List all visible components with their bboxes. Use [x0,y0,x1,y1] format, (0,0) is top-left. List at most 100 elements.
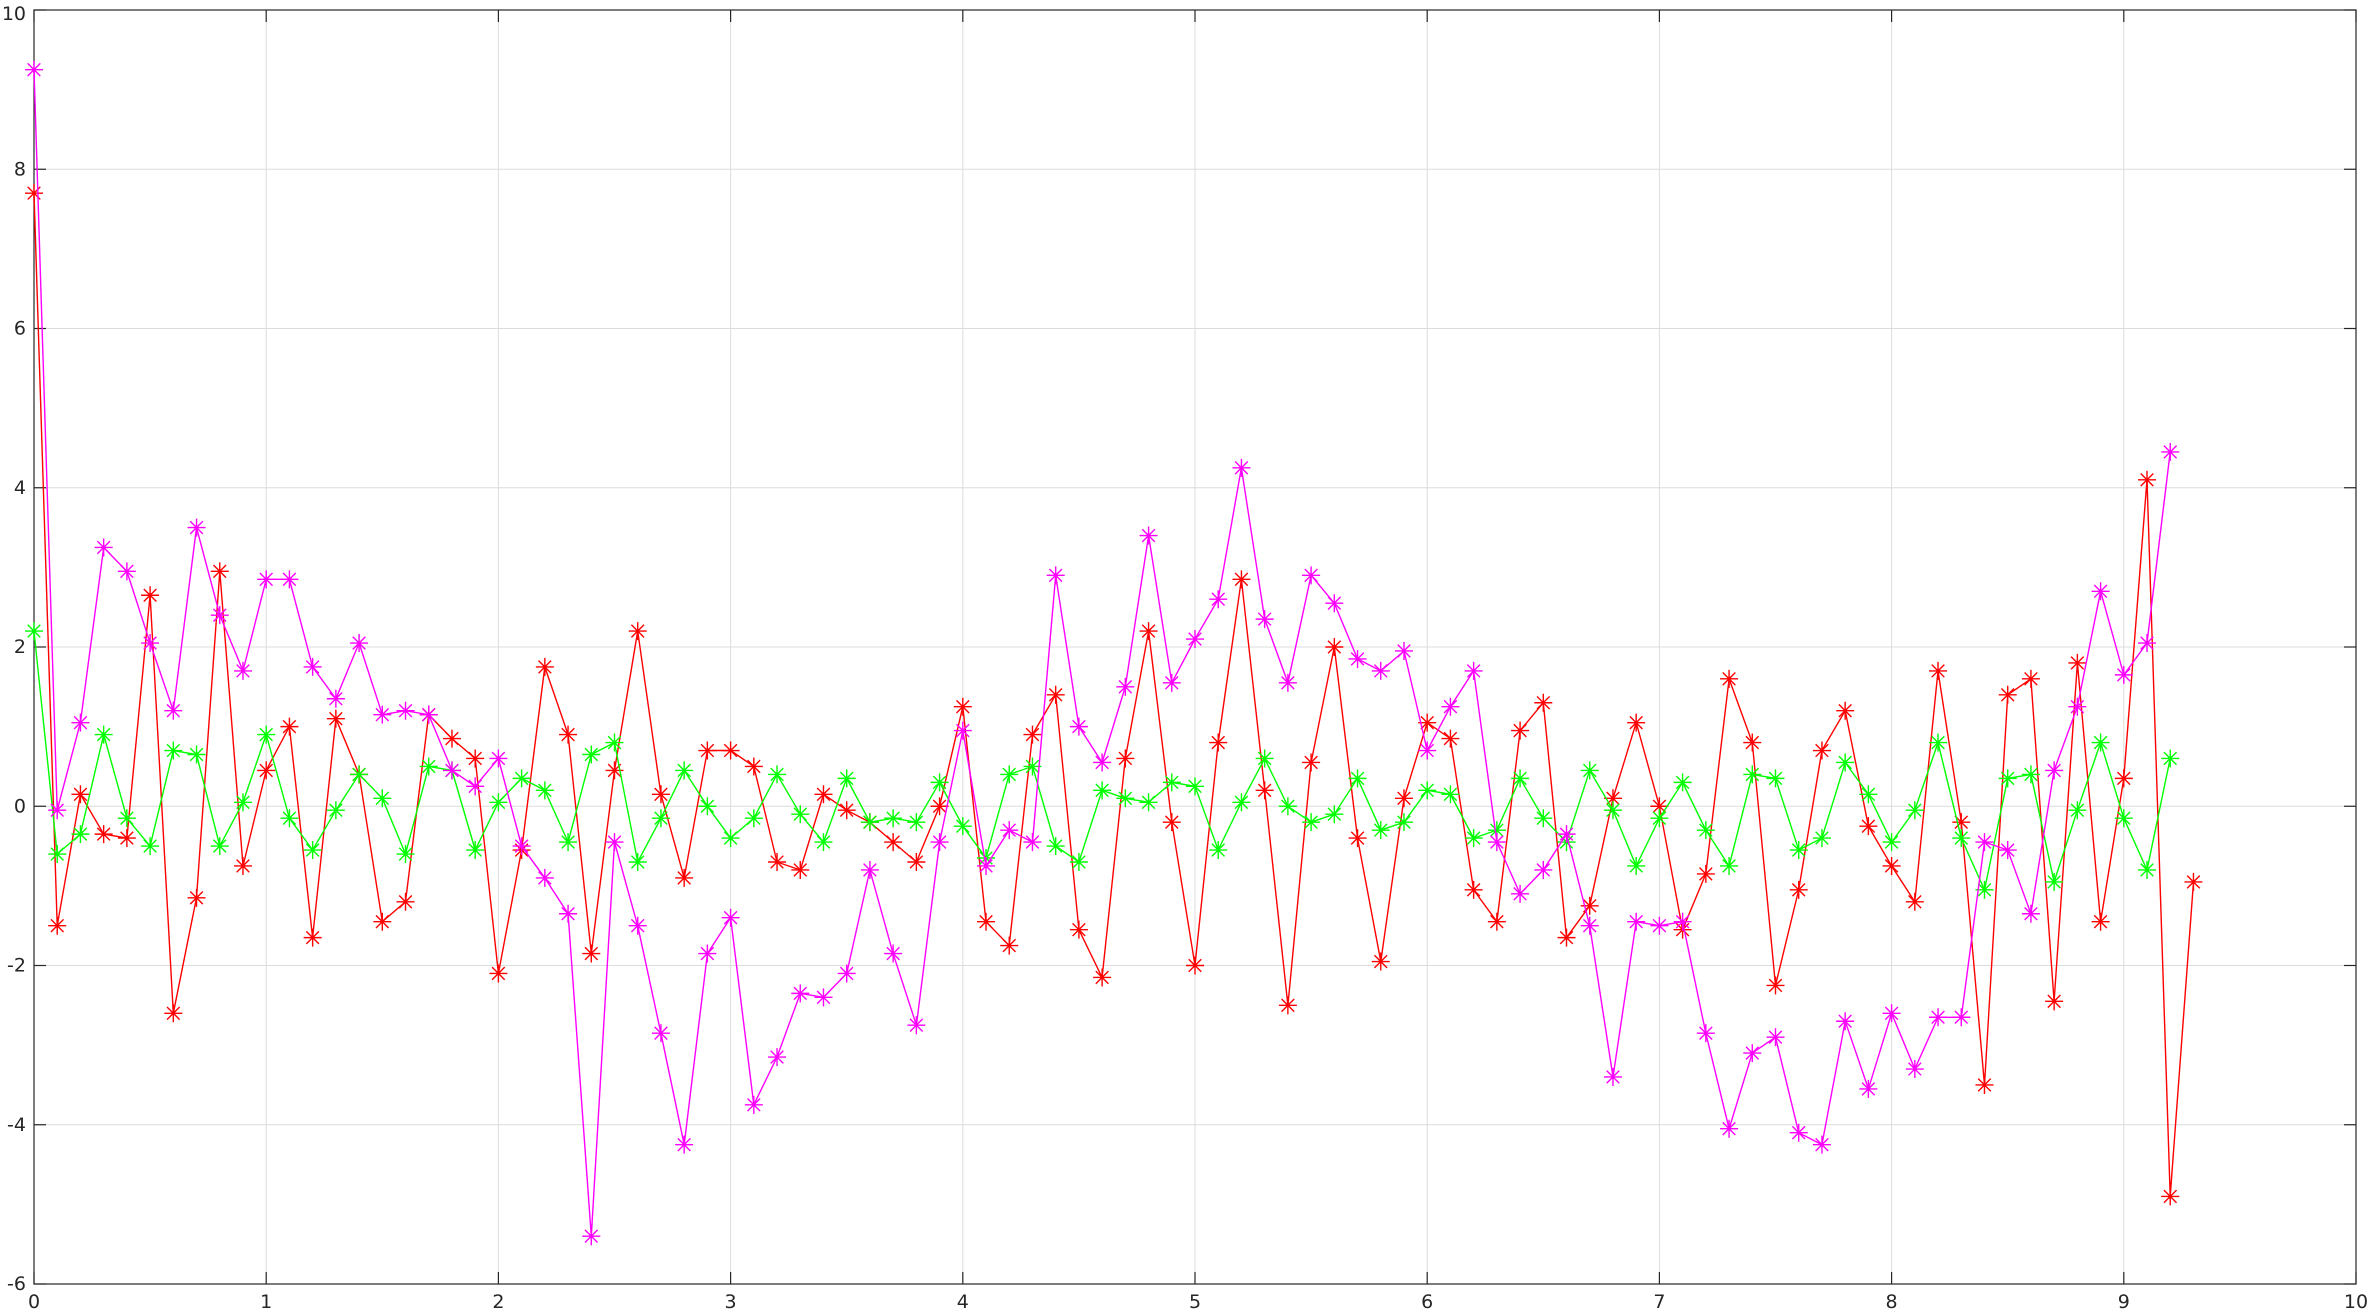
data-point-red [326,709,345,728]
data-point-red [25,184,43,203]
data-point-magenta [489,749,508,768]
data-point-red [1325,638,1344,656]
data-point-green [1255,749,1274,768]
data-point-green [1093,781,1112,800]
data-point-green [1116,789,1135,808]
series-green [25,622,2180,899]
data-point-green [535,781,554,800]
data-point-red [187,888,206,907]
data-point-green [1069,852,1088,871]
y-tick-label: 6 [14,318,26,340]
x-tick-label: 6 [1421,1291,1433,1313]
data-point-magenta [814,988,833,1007]
data-point-red [303,928,322,947]
data-point-magenta [1464,661,1483,680]
data-point-magenta [1000,821,1019,840]
data-point-green [2114,809,2133,828]
data-point-red [1000,936,1019,955]
data-point-green [2091,733,2110,752]
y-tick-label: -4 [7,1114,26,1136]
data-point-green [233,793,252,812]
data-point-green [2161,749,2180,768]
data-point-green [1162,773,1181,792]
data-point-magenta [1743,1044,1762,1063]
data-point-magenta [1673,912,1692,931]
data-point-magenta [350,634,369,653]
data-point-red [1696,864,1715,883]
data-point-magenta [1998,841,2017,860]
x-tick-label: 7 [1653,1291,1665,1313]
data-point-red [1255,781,1274,800]
data-point-magenta [257,570,276,589]
data-point-green [396,845,415,864]
data-point-green [837,769,856,788]
data-point-magenta [1534,860,1553,879]
data-point-green [1394,813,1413,832]
data-point-green [1534,809,1553,828]
data-point-magenta [71,713,90,732]
data-point-green [210,837,229,856]
data-point-red [1487,912,1506,931]
data-point-green [1371,821,1390,840]
data-point-magenta [2161,442,2180,461]
data-point-green [559,833,578,852]
data-point-red [651,785,670,804]
data-point-green [303,841,322,860]
data-point-green [350,765,369,784]
data-point-magenta [1232,458,1251,477]
data-point-green [1000,765,1019,784]
data-point-green [651,809,670,828]
data-point-green [1650,809,1669,828]
data-point-green [141,837,160,856]
series-red [25,184,2203,1206]
data-point-red [791,860,810,879]
data-point-green [71,825,90,844]
data-point-magenta [1929,1008,1948,1027]
data-point-red [94,825,113,844]
data-point-red [2114,769,2133,788]
data-point-green [1696,821,1715,840]
data-point-magenta [1186,630,1204,649]
data-point-red [1952,813,1971,832]
data-point-red [953,697,972,716]
data-point-red [1116,749,1135,768]
data-point-magenta [651,1024,670,1043]
data-point-magenta [1650,916,1669,935]
data-point-red [1162,813,1181,832]
data-point-magenta [1882,1004,1901,1023]
data-point-red [1093,968,1112,987]
data-point-magenta [535,868,554,887]
data-point-magenta [1162,673,1181,692]
data-point-magenta [512,837,531,856]
data-point-magenta [2091,582,2110,601]
data-point-green [1627,856,1646,875]
data-point-magenta [1441,697,1460,716]
data-point-green [1673,773,1692,792]
data-point-red [117,829,136,848]
data-point-green [2068,801,2087,820]
data-point-red [1998,685,2017,704]
data-point-red [1557,928,1576,947]
x-tick-label: 10 [2344,1291,2368,1313]
data-point-green [1348,769,1367,788]
data-point-magenta [1603,1067,1622,1086]
x-tick-label: 8 [1886,1291,1898,1313]
data-point-green [1186,777,1204,796]
data-point-magenta [1952,1008,1971,1027]
x-tick-label: 2 [492,1291,504,1313]
data-point-magenta [233,661,252,680]
data-point-magenta [768,1048,787,1067]
data-point-magenta [1255,610,1274,629]
data-point-green [373,789,392,808]
data-point-green [605,733,624,752]
data-point-green [907,813,926,832]
data-point-magenta [1325,594,1344,613]
data-point-green [884,809,903,828]
data-point-red [257,761,276,780]
data-point-magenta [2138,634,2157,653]
data-point-green [1278,797,1297,816]
data-point-magenta [1511,884,1530,903]
data-point-magenta [977,856,996,875]
data-point-magenta [280,570,299,589]
data-point-green [1139,793,1158,812]
